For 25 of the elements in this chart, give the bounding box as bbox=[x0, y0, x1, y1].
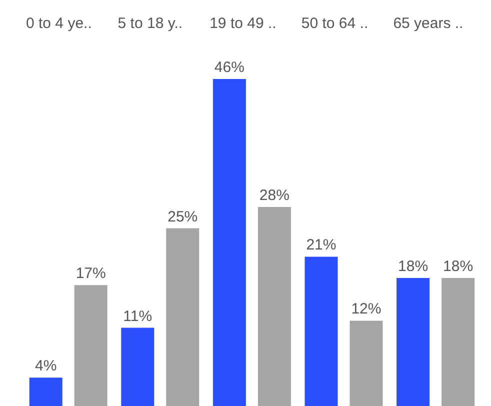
data-label: 11% bbox=[123, 308, 152, 325]
x-tick-label: 19 to 49 .. bbox=[210, 15, 276, 32]
data-label: 28% bbox=[259, 186, 290, 204]
bar bbox=[74, 285, 108, 406]
x-tick-label: 0 to 4 ye.. bbox=[26, 15, 92, 32]
bar bbox=[350, 320, 383, 406]
bar bbox=[258, 206, 291, 406]
data-label: 18% bbox=[443, 258, 474, 276]
bar bbox=[396, 278, 430, 406]
data-label: 46% bbox=[214, 59, 244, 76]
x-tick-label: 5 to 18 y.. bbox=[118, 15, 183, 32]
bar bbox=[442, 278, 475, 406]
data-label: 12% bbox=[351, 300, 382, 318]
data-label: 25% bbox=[168, 208, 198, 226]
bar bbox=[212, 79, 246, 406]
data-label: 21% bbox=[306, 236, 336, 254]
x-tick-label: 65 years .. bbox=[393, 15, 464, 32]
data-label: 4% bbox=[35, 358, 57, 375]
data-label: 18% bbox=[398, 258, 428, 276]
x-tick-label: 50 to 64 .. bbox=[301, 15, 368, 32]
bar bbox=[166, 228, 200, 406]
bar bbox=[29, 378, 62, 406]
data-label: 17% bbox=[76, 265, 106, 282]
bar bbox=[304, 256, 338, 406]
bar bbox=[121, 328, 154, 406]
